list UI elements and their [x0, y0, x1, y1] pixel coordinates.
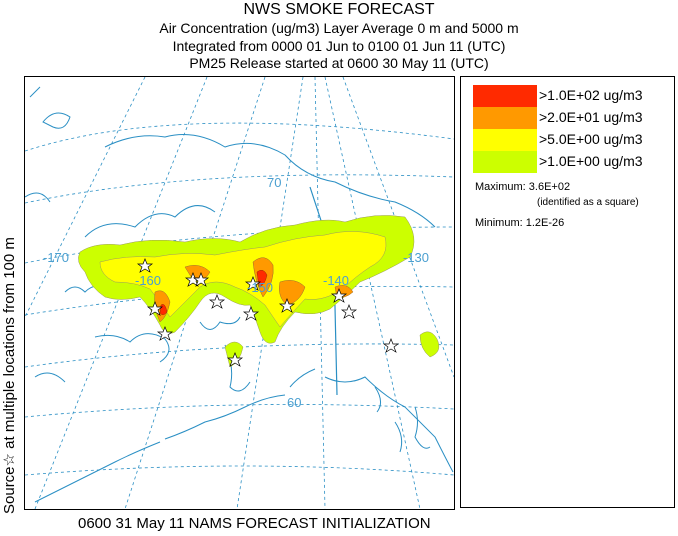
lon-label-150: -150 [247, 280, 273, 295]
latitude-lines [25, 122, 454, 476]
subtitle-concentration: Air Concentration (ug/m3) Layer Average … [159, 20, 519, 36]
legend-maximum: Maximum: 3.6E+02 [475, 181, 571, 193]
legend-label-gt20: >2.0E+01 ug/m3 [539, 109, 643, 125]
subtitle-release: PM25 Release started at 0600 30 May 11 (… [189, 55, 489, 71]
legend-minimum: Minimum: 1.2E-26 [475, 217, 565, 229]
legend-label-gt100: >1.0E+02 ug/m3 [539, 87, 643, 103]
legend-panel: >1.0E+02 ug/m3 >2.0E+01 ug/m3 >5.0E+00 u… [460, 76, 675, 508]
source-markers [136, 258, 400, 367]
footer-initialization: 0600 31 May 11 NAMS FORECAST INITIALIZAT… [78, 515, 431, 532]
lon-label-170: -170 [43, 250, 69, 265]
legend-label-gt1: >1.0E+00 ug/m3 [539, 153, 643, 169]
map-panel: -170 -160 -150 -140 -130 70 60 [24, 76, 455, 510]
alaska-map: -170 -160 -150 -140 -130 70 60 [25, 77, 454, 509]
lon-label-160: -160 [135, 273, 161, 288]
lat-label-60: 60 [287, 395, 301, 410]
legend-swatch-gt5 [473, 129, 537, 151]
graticule-labels: -170 -160 -150 -140 -130 70 60 [43, 175, 429, 410]
source-sidebar-label: Source☆ at multiple locations from 100 m [1, 237, 18, 514]
lon-label-130: -130 [403, 250, 429, 265]
legend-swatch-gt20 [473, 107, 537, 129]
lon-label-140: -140 [323, 273, 349, 288]
page-title: NWS SMOKE FORECAST [243, 1, 435, 18]
legend-swatch-gt1 [473, 151, 537, 173]
lat-label-70: 70 [267, 175, 281, 190]
legend-maximum-note: (identified as a square) [537, 197, 639, 208]
legend-label-gt5: >5.0E+00 ug/m3 [539, 131, 643, 147]
subtitle-integration: Integrated from 0000 01 Jun to 0100 01 J… [172, 38, 506, 54]
legend-swatch-gt100 [473, 85, 537, 107]
